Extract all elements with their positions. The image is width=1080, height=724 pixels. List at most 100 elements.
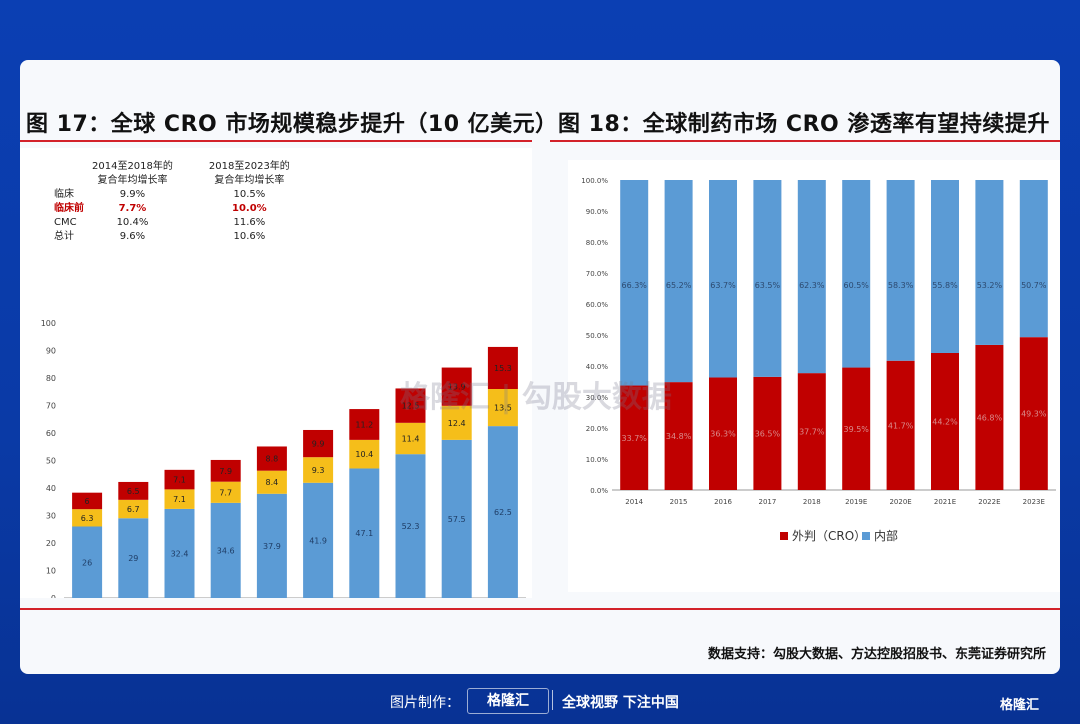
data-label: 26 — [82, 558, 92, 567]
bar-segment — [1019, 180, 1048, 338]
data-label: 15.3 — [494, 364, 512, 373]
bar-segment — [72, 492, 103, 510]
data-label: 32.4 — [171, 549, 189, 558]
data-label: 13.5 — [494, 404, 512, 413]
figure-18-title: 图 18：全球制药市场 CRO 渗透率有望持续提升 — [558, 112, 1050, 137]
bar-segment — [441, 405, 472, 440]
y-tick-label: 60 — [46, 429, 56, 438]
x-tick-label: 2015 — [670, 498, 688, 506]
data-label: 8.4 — [266, 478, 279, 487]
bar-segment — [1019, 337, 1048, 490]
bar-segment — [975, 180, 1004, 345]
data-label: 49.3% — [1021, 410, 1047, 419]
x-tick-label: 2023E — [1023, 498, 1045, 506]
y-tick-label: 30 — [46, 512, 56, 521]
x-tick-label: 2016 — [714, 498, 732, 506]
y-tick-label: 50 — [46, 457, 56, 466]
bar-segment — [753, 376, 782, 490]
data-label: 12.5 — [402, 402, 420, 411]
data-label: 9.9 — [312, 440, 325, 449]
y-tick-label: 80 — [46, 374, 56, 383]
data-label: 10.4 — [355, 450, 373, 459]
bar-segment — [164, 508, 195, 598]
legend-label: 外判（CRO） — [792, 529, 866, 543]
data-label: 12.4 — [448, 419, 466, 428]
data-label: 57.5 — [448, 515, 466, 524]
data-label: 39.5% — [843, 425, 869, 434]
y-tick-label: 70 — [46, 402, 56, 411]
cagr-row: 临床前 7.7% 10.0% — [54, 203, 267, 214]
bar-segment — [753, 180, 782, 377]
bar-segment — [349, 468, 380, 598]
y-tick-label: 90 — [46, 347, 56, 356]
gelonghui-logo: 格隆汇 — [467, 688, 549, 714]
bar-segment — [210, 481, 241, 503]
bar-segment — [842, 367, 871, 490]
bar-segment — [931, 352, 959, 490]
footer: 图片制作： 格隆汇 全球视野 下注中国 — [0, 676, 1080, 724]
data-label: 34.6 — [217, 546, 235, 555]
data-label: 36.3% — [710, 430, 736, 439]
bar-segment — [164, 489, 195, 509]
bar-segment — [886, 360, 915, 490]
data-label: 44.2% — [932, 417, 958, 426]
bar-segment — [395, 422, 426, 455]
bar-segment — [709, 377, 737, 490]
y-tick-label: 80.0% — [586, 239, 609, 247]
made-by-label: 图片制作： — [390, 695, 460, 711]
x-tick-label: 2014 — [625, 498, 643, 506]
data-label: 11.2 — [355, 420, 373, 429]
bar-segment — [256, 470, 287, 494]
x-tick-label: 2020E — [889, 498, 911, 506]
watermark: 格隆汇 | 勾股大数据 — [400, 380, 672, 415]
data-label: 6.5 — [127, 487, 140, 496]
y-tick-label: 0.0% — [590, 487, 608, 495]
data-label: 41.7% — [888, 421, 914, 430]
data-label: 7.9 — [219, 467, 232, 476]
bar-segment — [441, 439, 472, 598]
bar-segment — [118, 518, 149, 598]
corner-logo: 格隆汇 — [1000, 698, 1040, 713]
x-tick-label: 2022E — [978, 498, 1000, 506]
data-label: 62.5 — [494, 508, 512, 517]
data-label: 34.8% — [666, 432, 692, 441]
cagr-row: 总计 9.6% 10.6% — [54, 231, 266, 242]
y-tick-label: 20.0% — [586, 425, 609, 433]
data-label: 66.3% — [621, 281, 647, 290]
y-tick-label: 10 — [46, 567, 56, 576]
bar-segment — [210, 502, 241, 598]
data-label: 29 — [128, 554, 138, 563]
title-rule-left — [20, 140, 532, 142]
data-label: 58.3% — [888, 281, 914, 290]
bar-segment — [303, 429, 334, 458]
data-label: 55.8% — [932, 281, 958, 290]
x-tick-label: 2021E — [934, 498, 956, 506]
data-label: 8.8 — [266, 455, 279, 464]
bar-segment — [303, 457, 334, 483]
data-label: 7.1 — [173, 476, 186, 485]
cro-market-size-chart: 0102030405060708090100266.362014296.76.5… — [41, 319, 526, 598]
data-label: 52.3 — [402, 522, 420, 531]
data-label: 13.9 — [448, 383, 466, 392]
data-label: 6.7 — [127, 505, 140, 514]
y-tick-label: 40.0% — [586, 363, 609, 371]
data-label: 63.7% — [710, 281, 736, 290]
bar-segment — [256, 493, 287, 598]
bar-segment — [210, 459, 241, 482]
y-tick-label: 30.0% — [586, 394, 609, 402]
bar-segment — [395, 454, 426, 598]
data-label: 47.1 — [355, 529, 373, 538]
data-label: 37.7% — [799, 428, 825, 437]
data-label: 37.9 — [263, 542, 281, 551]
y-tick-label: 70.0% — [586, 270, 609, 278]
bar-segment — [395, 388, 426, 423]
bar-segment — [349, 439, 380, 469]
x-tick-label: 2018 — [803, 498, 821, 506]
data-label: 62.3% — [799, 281, 825, 290]
source-note: 数据支持：勾股大数据、方达控股招股书、东莞证券研究所 — [707, 647, 1046, 662]
bar-segment — [664, 382, 693, 490]
bar-segment — [797, 373, 826, 490]
data-label: 50.7% — [1021, 281, 1047, 290]
y-tick-label: 0 — [51, 594, 56, 598]
footer-divider — [552, 690, 553, 710]
